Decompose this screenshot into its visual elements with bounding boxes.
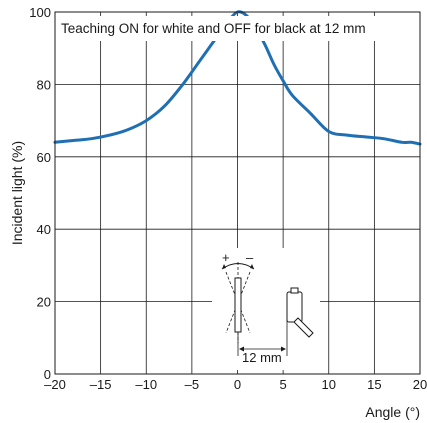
annotation-box xyxy=(56,16,404,41)
series-layer xyxy=(53,10,422,146)
inset-target-plate xyxy=(234,277,242,333)
y-tick-label: 20 xyxy=(37,295,51,310)
inset-dim-arrowhead-right xyxy=(281,346,286,352)
inset-arrow-left xyxy=(222,264,226,269)
inset-illustration: + – 12 mm xyxy=(212,248,320,370)
y-axis-label: Incident light (%) xyxy=(9,141,25,245)
x-tick-label: –10 xyxy=(135,377,157,392)
y-tick-label: 60 xyxy=(37,150,51,165)
chart-annotation: Teaching ON for white and OFF for black … xyxy=(61,21,366,36)
y-tick-label: 80 xyxy=(37,77,51,92)
x-tick-label: 20 xyxy=(413,377,427,392)
inset-distance-label: 12 mm xyxy=(242,350,282,365)
x-tick-label: 15 xyxy=(367,377,381,392)
x-tick-label: 10 xyxy=(322,377,336,392)
x-tick-labels: –20 –15 –10 –5 0 5 10 15 20 xyxy=(44,377,427,392)
y-tick-label: 40 xyxy=(37,222,51,237)
x-tick-label: –5 xyxy=(185,377,199,392)
sensor-icon xyxy=(286,287,314,338)
x-tick-label: –15 xyxy=(90,377,112,392)
y-tick-label: 0 xyxy=(44,367,51,382)
inset-dim-arrowhead-left xyxy=(239,346,244,352)
x-tick-label: –20 xyxy=(44,377,66,392)
plot-frame xyxy=(54,11,421,375)
y-tick-label: 100 xyxy=(29,5,51,20)
inset-minus-label: – xyxy=(246,250,254,265)
inset-arrow-right xyxy=(250,264,254,269)
y-tick-labels: 0 20 40 60 80 100 xyxy=(29,5,51,382)
inset-plus-label: + xyxy=(222,250,230,265)
series-line xyxy=(53,10,422,146)
x-axis-label: Angle (°) xyxy=(365,404,420,420)
x-tick-label: 0 xyxy=(234,377,241,392)
x-tick-label: 5 xyxy=(280,377,287,392)
